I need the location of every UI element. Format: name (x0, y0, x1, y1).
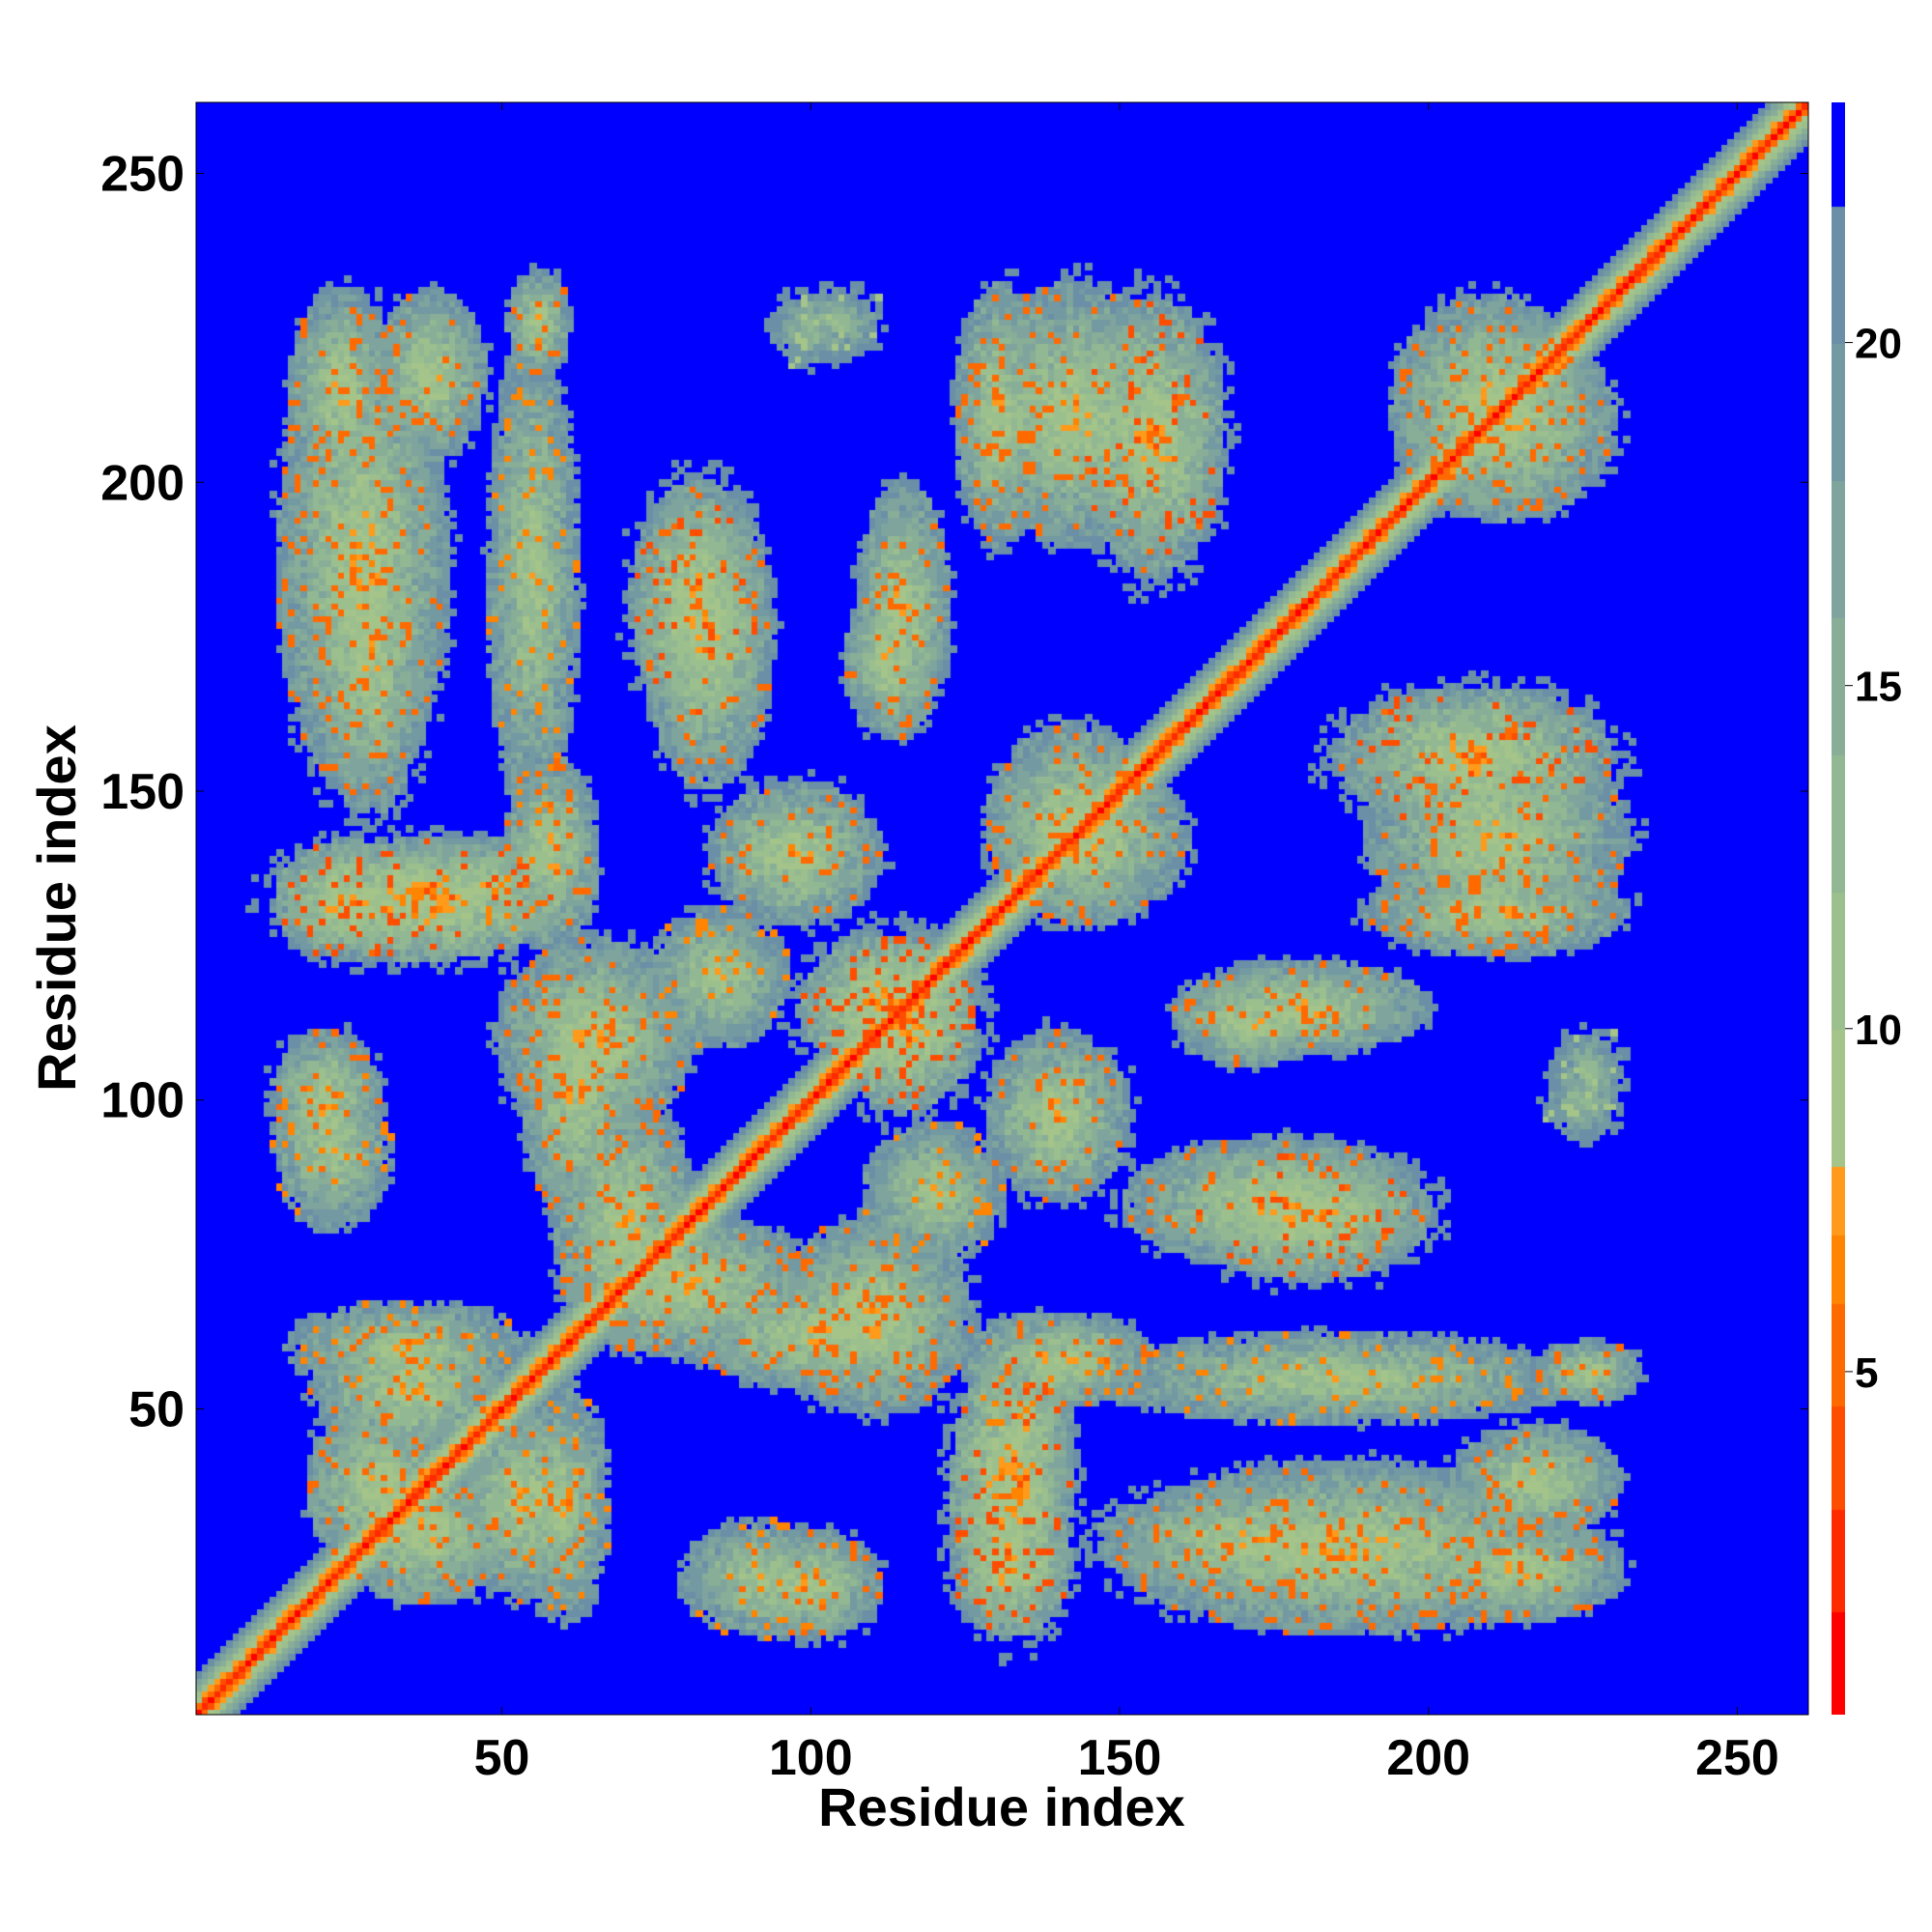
heatmap-plot (196, 102, 1808, 1715)
x-tick-label: 50 (474, 1730, 530, 1786)
colorbar-ticks: 5 10 15 20 (1845, 321, 1902, 1397)
x-tick-label: 250 (1695, 1730, 1779, 1786)
x-tick-label: 100 (769, 1730, 853, 1786)
y-tick-label: 100 (100, 1073, 185, 1129)
plot-frame (195, 101, 1809, 1716)
y-tick-label: 150 (100, 764, 185, 820)
y-axis-title: Residue index (26, 724, 87, 1092)
y-tick-label: 250 (100, 147, 185, 203)
x-tick-label: 200 (1386, 1730, 1470, 1786)
x-axis-ticks: 50 100 150 200 250 (474, 102, 1779, 1786)
colorbar-tick-label: 5 (1855, 1350, 1878, 1397)
x-axis-title: Residue index (818, 1776, 1185, 1837)
colorbar-tick-label: 20 (1855, 321, 1902, 368)
y-tick-label: 50 (128, 1381, 185, 1437)
colorbar-tick-label: 10 (1855, 1007, 1902, 1054)
y-axis-ticks: 50 100 150 200 250 (100, 147, 1808, 1437)
y-tick-label: 200 (100, 455, 185, 511)
x-tick-label: 150 (1078, 1730, 1162, 1786)
colorbar (1832, 102, 1845, 1715)
colorbar-tick-label: 15 (1855, 664, 1902, 711)
